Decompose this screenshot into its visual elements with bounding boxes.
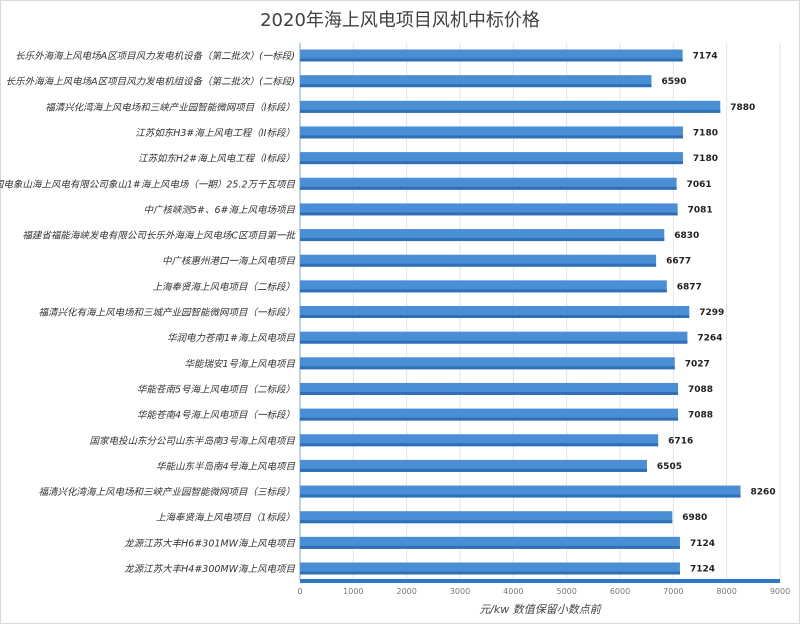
bar-shadow xyxy=(300,135,683,139)
x-tick-label: 6000 xyxy=(610,587,630,596)
bar-shadow xyxy=(300,520,673,524)
category-label: 福清兴化湾海上风电场和三峡产业园智能微网项目（I标段） xyxy=(45,101,295,113)
data-label: 6877 xyxy=(677,282,702,292)
category-label: 福清兴化有海上风电场和三城产业园智能微网项目（一标段） xyxy=(38,307,295,319)
category-label: 福清兴化湾海上风电场和三峡产业园智能微网项目（三标段） xyxy=(38,486,295,498)
x-axis-label: 元/kw 数值保留小数点前 xyxy=(479,603,601,616)
bar-shadow xyxy=(300,391,679,395)
bar-shadow xyxy=(300,161,683,165)
category-label: 中广核惠州港口一海上风电项目 xyxy=(162,255,296,267)
category-label: 华润电力苍南1#海上风电项目 xyxy=(167,332,296,344)
category-label: 龙源江苏大丰H6#301MW海上风电项目 xyxy=(124,538,295,549)
x-tick-label: 9000 xyxy=(770,587,790,596)
bar-shadow xyxy=(300,340,688,344)
data-label: 7027 xyxy=(685,359,710,369)
bar-shadow xyxy=(300,58,683,62)
data-label: 7124 xyxy=(690,565,715,575)
data-label: 7180 xyxy=(693,128,718,138)
bar-shadow xyxy=(300,186,677,190)
bar-shadow xyxy=(300,443,659,447)
bar-shadow xyxy=(300,109,721,113)
chart-title: 2020年海上风电项目风机中标价格 xyxy=(260,10,540,31)
category-label: 长乐外海海上风电场A区项目风力发电机设备（第二批次）(一标段) xyxy=(15,50,295,62)
category-label: 国家电投山东分公司山东半岛南3号海上风电项目 xyxy=(89,435,295,447)
x-tick-label: 5000 xyxy=(556,587,576,596)
x-tick-label: 7000 xyxy=(663,587,683,596)
data-label: 7081 xyxy=(688,205,713,215)
data-label: 8260 xyxy=(751,488,776,498)
base-bar xyxy=(300,579,780,583)
bar-shadow xyxy=(300,545,680,549)
bar-shadow xyxy=(300,468,647,472)
category-label: 华能苍南5号海上风电项目（二标段） xyxy=(137,383,295,395)
category-label: 上海奉贤海上风电项目（二标段） xyxy=(152,281,295,293)
bar-shadow xyxy=(300,238,665,242)
category-label: 江苏如东H2#海上风电工程（I标段） xyxy=(138,153,295,165)
data-label: 7299 xyxy=(699,308,724,318)
category-label: 中广核峡测5#、6#海上风电场项目 xyxy=(143,204,295,216)
data-label: 7088 xyxy=(688,385,713,395)
data-label: 7061 xyxy=(687,180,712,190)
data-label: 6980 xyxy=(682,513,707,523)
data-label: 7180 xyxy=(693,154,718,164)
data-label: 7088 xyxy=(688,411,713,421)
category-label: 上海奉贤海上风电项目（1标段） xyxy=(156,512,295,524)
category-label: 龙源江苏大丰H4#300MW海上风电项目 xyxy=(124,564,295,575)
category-label: 国电象山海上风电有限公司象山1#海上风电场（一期）25.2万千瓦项目 xyxy=(0,178,295,190)
category-label: 福建省福能海峡发电有限公司长乐外海海上风电场C区项目第一批 xyxy=(22,230,296,242)
category-label: 长乐外海海上风电场A区项目风力发电机组设备（第二批次）(二标段) xyxy=(6,76,295,88)
bar-shadow xyxy=(300,417,679,421)
bar-shadow xyxy=(300,315,690,318)
x-tick-label: 3000 xyxy=(450,587,470,596)
x-tick-label: 0 xyxy=(297,587,302,596)
bar-shadow xyxy=(300,494,741,498)
category-label: 华能苍南4号海上风电项目（一标段） xyxy=(137,409,295,421)
data-label: 6830 xyxy=(674,231,699,241)
data-label: 6677 xyxy=(666,257,691,267)
category-label: 华能瑞安1号海上风电项目 xyxy=(184,359,295,370)
data-label: 6716 xyxy=(668,436,693,446)
x-tick-label: 8000 xyxy=(716,587,736,596)
bar-shadow xyxy=(300,84,652,88)
data-label: 6590 xyxy=(661,77,686,87)
bar-shadow xyxy=(300,571,680,575)
bar-shadow xyxy=(300,212,678,216)
category-label: 江苏如东H3#海上风电工程（II标段） xyxy=(135,127,295,139)
data-label: 6505 xyxy=(657,462,682,472)
category-label: 华能山东半岛南4号海上风电项目 xyxy=(156,460,296,472)
data-label: 7174 xyxy=(693,52,718,62)
data-label: 7124 xyxy=(690,539,715,549)
bar-shadow xyxy=(300,366,675,370)
data-label: 7880 xyxy=(730,103,755,113)
x-tick-label: 2000 xyxy=(396,587,416,596)
bar-shadow xyxy=(300,263,657,267)
data-label: 7264 xyxy=(697,334,722,344)
bar-shadow xyxy=(300,289,667,293)
x-tick-label: 1000 xyxy=(343,587,363,596)
x-tick-label: 4000 xyxy=(503,587,523,596)
